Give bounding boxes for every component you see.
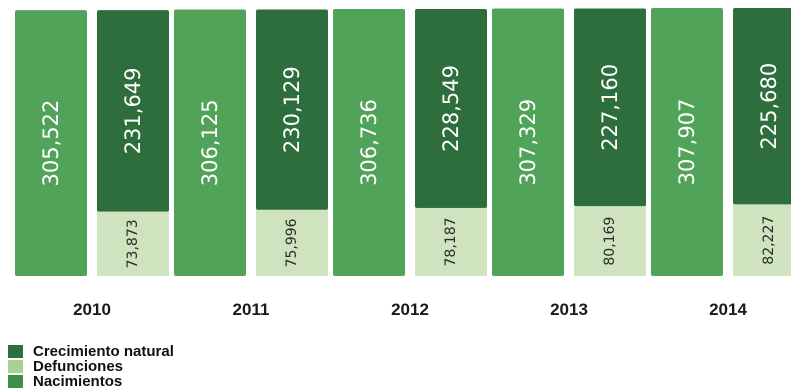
data-label-defunciones: 82,227 (761, 216, 777, 265)
legend-item-defunciones: Defunciones (8, 359, 308, 374)
bar-nacimientos (174, 9, 246, 277)
legend: Crecimiento natural Defunciones Nacimien… (8, 344, 308, 389)
data-label-nacimientos: 305,522 (39, 100, 63, 187)
bar-nacimientos (333, 9, 405, 277)
data-label-nacimientos: 306,125 (198, 99, 222, 186)
bar-nacimientos (492, 8, 564, 277)
bar-defunciones (733, 204, 791, 276)
data-label-crecimiento-natural: 230,129 (280, 66, 304, 153)
data-label-nacimientos: 306,736 (357, 99, 381, 186)
data-label-defunciones: 80,169 (602, 217, 618, 266)
data-label-crecimiento-natural: 225,680 (757, 63, 781, 150)
x-tick-label: 2013 (550, 300, 588, 319)
data-label-defunciones: 75,996 (284, 218, 300, 267)
x-tick-label: 2010 (73, 300, 111, 319)
legend-label: Nacimientos (33, 373, 123, 390)
data-label-nacimientos: 307,907 (675, 99, 699, 186)
legend-label: Crecimiento natural (33, 343, 174, 360)
x-tick-label: 2012 (391, 300, 429, 319)
data-label-crecimiento-natural: 227,160 (598, 64, 622, 151)
bar-defunciones (97, 211, 169, 276)
data-label-nacimientos: 307,329 (516, 99, 540, 186)
legend-label: Defunciones (33, 358, 124, 375)
bar-crecimiento-natural (415, 9, 487, 208)
legend-swatch-crecimiento-natural (8, 345, 23, 358)
chart: 305,522 231,649 73,873 2010 306,125 230,129 75… (15, 8, 791, 319)
bar-nacimientos (15, 10, 87, 276)
data-label-defunciones: 73,873 (125, 219, 141, 268)
data-label-defunciones: 78,187 (443, 217, 459, 266)
bar-crecimiento-natural (256, 9, 328, 210)
bar-defunciones (256, 209, 328, 276)
data-label-crecimiento-natural: 231,649 (121, 67, 145, 154)
bar-nacimientos (651, 8, 723, 276)
bar-crecimiento-natural (97, 10, 169, 212)
legend-swatch-defunciones (8, 360, 23, 373)
bar-crecimiento-natural (733, 8, 791, 205)
data-label-crecimiento-natural: 228,549 (439, 65, 463, 152)
x-tick-label: 2014 (709, 300, 747, 319)
legend-item-nacimientos: Nacimientos (8, 374, 308, 389)
legend-swatch-nacimientos (8, 375, 23, 388)
bar-crecimiento-natural (574, 8, 646, 207)
bar-defunciones (574, 206, 646, 276)
x-tick-label: 2011 (233, 300, 270, 319)
legend-item-crecimiento-natural: Crecimiento natural (8, 344, 308, 359)
bar-defunciones (415, 207, 487, 276)
